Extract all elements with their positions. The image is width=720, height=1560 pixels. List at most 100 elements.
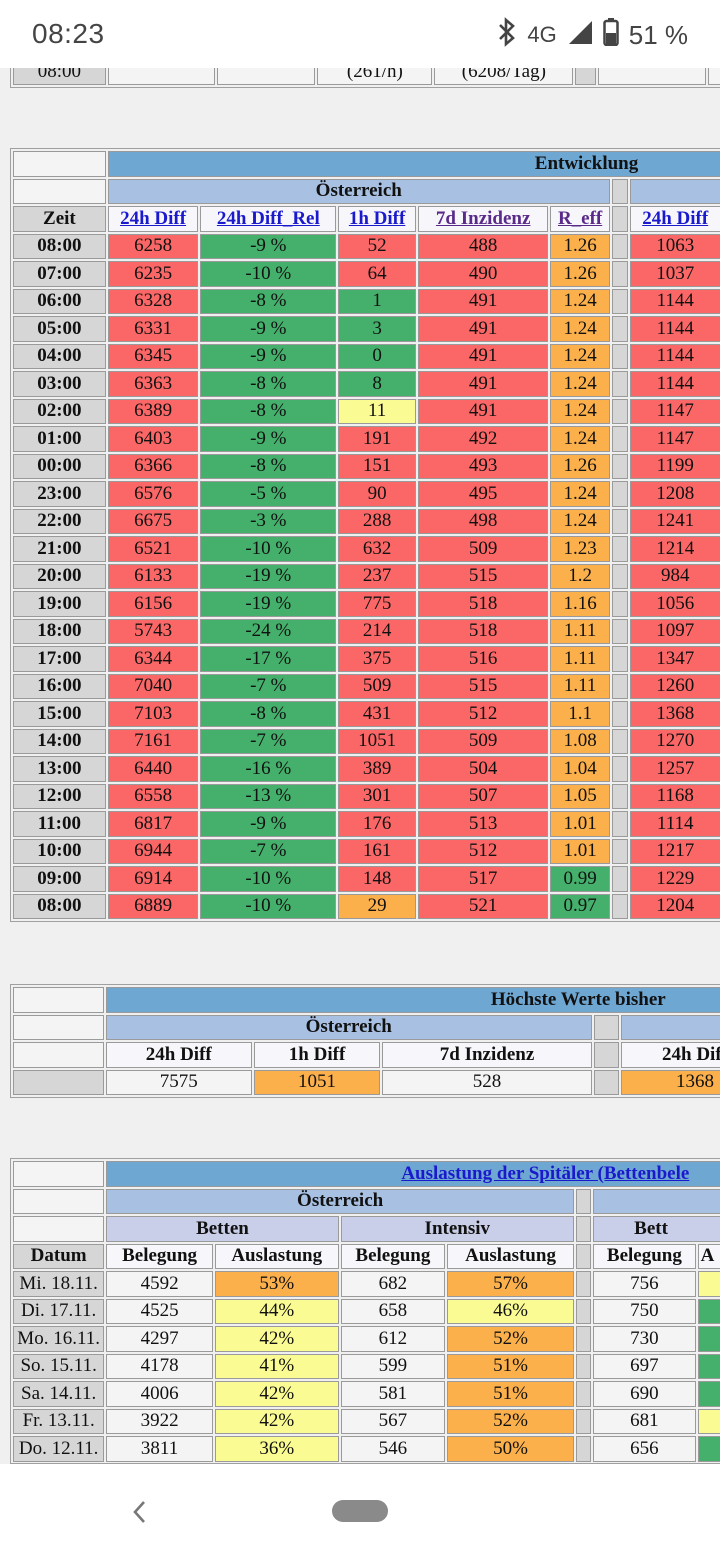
cell-24h-diff: 6235 [107, 261, 199, 287]
cell-r-eff: 1.26 [550, 453, 610, 479]
cell-7d-inzidenz: 491 [417, 398, 549, 424]
cell-auslastung: 53% [214, 1271, 339, 1297]
cell-belegung: 4178 [106, 1353, 213, 1379]
col-header-zeit: Zeit [13, 206, 106, 232]
hoechste-value-1h-diff: 1051 [253, 1069, 381, 1095]
cell-auslastung: 42% [214, 1408, 339, 1434]
cell-24h-diff-rel: -7 % [200, 838, 337, 864]
cell-sep [611, 481, 628, 507]
cell-r-eff: 1.11 [550, 673, 610, 699]
sort-24h-diff-rel-link[interactable]: 24h Diff_Rel [216, 207, 320, 229]
web-content[interactable]: 08:00 (261/h) (6208/Tag) Entwicklung [0, 68, 720, 1464]
cell-auslastung-intensiv: 50% [447, 1436, 574, 1462]
battery-percent: 51 % [628, 19, 688, 50]
cell-7d-inzidenz: 509 [417, 536, 549, 562]
cell-sep [611, 316, 628, 342]
cell-auslastung-partial [697, 1298, 720, 1324]
home-pill-icon[interactable] [332, 1500, 388, 1522]
table-row: 07:00 6235 -10 % 64 490 1.26 1037 [13, 261, 720, 287]
cell-1h-diff: 151 [338, 453, 416, 479]
cell-auslastung-intensiv: 52% [447, 1326, 574, 1352]
table-row: 21:00 6521 -10 % 632 509 1.23 1214 [13, 536, 720, 562]
table-row: 22:00 6675 -3 % 288 498 1.24 1241 [13, 508, 720, 534]
cell-belegung: 4592 [106, 1271, 213, 1297]
cell-24h-diff-2: 1208 [629, 481, 720, 507]
cell-r-eff: 1.04 [550, 756, 610, 782]
table-row: Fr. 13.11. 3922 42% 567 52% 681 [13, 1408, 720, 1434]
col-header-belegung: Belegung [106, 1243, 213, 1269]
cell-24h-diff: 6156 [107, 591, 199, 617]
cell-r-eff: 1.24 [550, 288, 610, 314]
table-row: 00:00 6366 -8 % 151 493 1.26 1199 [13, 453, 720, 479]
cell-24h-diff-2: 1368 [629, 701, 720, 727]
cell-24h-diff-2: 1229 [629, 866, 720, 892]
cell-24h-diff: 6366 [107, 453, 199, 479]
cell-1h-diff: 52 [338, 233, 416, 259]
cell-24h-diff-rel: -16 % [200, 756, 337, 782]
col-header-belegung-2: Belegung [593, 1243, 696, 1269]
cell-datum: Do. 12.11. [13, 1436, 105, 1462]
cell-sep [575, 1353, 592, 1379]
hoechste-col-24h-diff-2: 24h Diff [620, 1042, 720, 1068]
sort-r-eff-link[interactable]: R_eff [557, 207, 603, 229]
cell-24h-diff-rel: -7 % [200, 728, 337, 754]
cell-auslastung-intensiv: 46% [447, 1298, 574, 1324]
cell-r-eff: 1.01 [550, 811, 610, 837]
cell-belegung: 3811 [106, 1436, 213, 1462]
cell-24h-diff: 6331 [107, 316, 199, 342]
sort-1h-diff-link[interactable]: 1h Diff [348, 207, 406, 229]
cell-sep [611, 536, 628, 562]
cell-auslastung-intensiv: 51% [447, 1353, 574, 1379]
cell-1h-diff: 389 [338, 756, 416, 782]
table-row: Mi. 18.11. 4592 53% 682 57% 756 [13, 1271, 720, 1297]
cell-sep [575, 1381, 592, 1407]
cell-sep [575, 1326, 592, 1352]
cell-24h-diff-2: 1147 [629, 398, 720, 424]
cell-1h-diff: 176 [338, 811, 416, 837]
cell-r-eff: 1.24 [550, 316, 610, 342]
cell-1h-diff: 90 [338, 481, 416, 507]
cell-r-eff: 1.24 [550, 371, 610, 397]
table-row: 09:00 6914 -10 % 148 517 0.99 1229 [13, 866, 720, 892]
cell-24h-diff-2: 1144 [629, 316, 720, 342]
cell-r-eff: 1.24 [550, 481, 610, 507]
cell-7d-inzidenz: 507 [417, 783, 549, 809]
cell-7d-inzidenz: 518 [417, 618, 549, 644]
cell-24h-diff: 6344 [107, 646, 199, 672]
col-header-auslastung: Auslastung [214, 1243, 339, 1269]
hoechste-werte-table: Höchste Werte bisher Österreich 24h Diff… [10, 984, 720, 1098]
cell-sep [611, 563, 628, 589]
cell-r-eff: 1.2 [550, 563, 610, 589]
cell-zeit: 12:00 [13, 783, 106, 809]
back-icon[interactable] [128, 1498, 152, 1526]
cell-24h-diff: 6675 [107, 508, 199, 534]
cell-24h-diff-2: 1168 [629, 783, 720, 809]
cell-belegung-2: 656 [593, 1436, 696, 1462]
cell-sep [611, 618, 628, 644]
cell-auslastung-partial [697, 1436, 720, 1462]
cell-24h-diff-2: 1097 [629, 618, 720, 644]
cell-r-eff: 1.24 [550, 343, 610, 369]
cell-1h-diff: 237 [338, 563, 416, 589]
table-row: 06:00 6328 -8 % 1 491 1.24 1144 [13, 288, 720, 314]
sort-24h-diff-link[interactable]: 24h Diff [120, 207, 187, 229]
cell-24h-diff-rel: -19 % [200, 591, 337, 617]
cell-24h-diff-rel: -5 % [200, 481, 337, 507]
hoechste-value-24h-diff: 7575 [105, 1069, 252, 1095]
col-header-auslastung-intensiv: Auslastung [447, 1243, 574, 1269]
bluetooth-icon [497, 16, 517, 54]
sort-7d-inzidenz-link[interactable]: 7d Inzidenz [435, 207, 531, 229]
table-row: So. 15.11. 4178 41% 599 51% 697 [13, 1353, 720, 1379]
cell-24h-diff: 6914 [107, 866, 199, 892]
cell-7d-inzidenz: 516 [417, 646, 549, 672]
cell-1h-diff: 29 [338, 893, 416, 919]
cell-zeit: 19:00 [13, 591, 106, 617]
table-row: 02:00 6389 -8 % 11 491 1.24 1147 [13, 398, 720, 424]
group-betten: Betten [106, 1216, 339, 1242]
cell-sep [611, 508, 628, 534]
sort-24h-diff-link-2[interactable]: 24h Diff [642, 207, 709, 229]
group-intensiv: Intensiv [340, 1216, 574, 1242]
cell-sep [611, 371, 628, 397]
spitaeler-title-link[interactable]: Auslastung der Spitäler (Bettenbele [401, 1162, 690, 1184]
cell-7d-inzidenz: 498 [417, 508, 549, 534]
